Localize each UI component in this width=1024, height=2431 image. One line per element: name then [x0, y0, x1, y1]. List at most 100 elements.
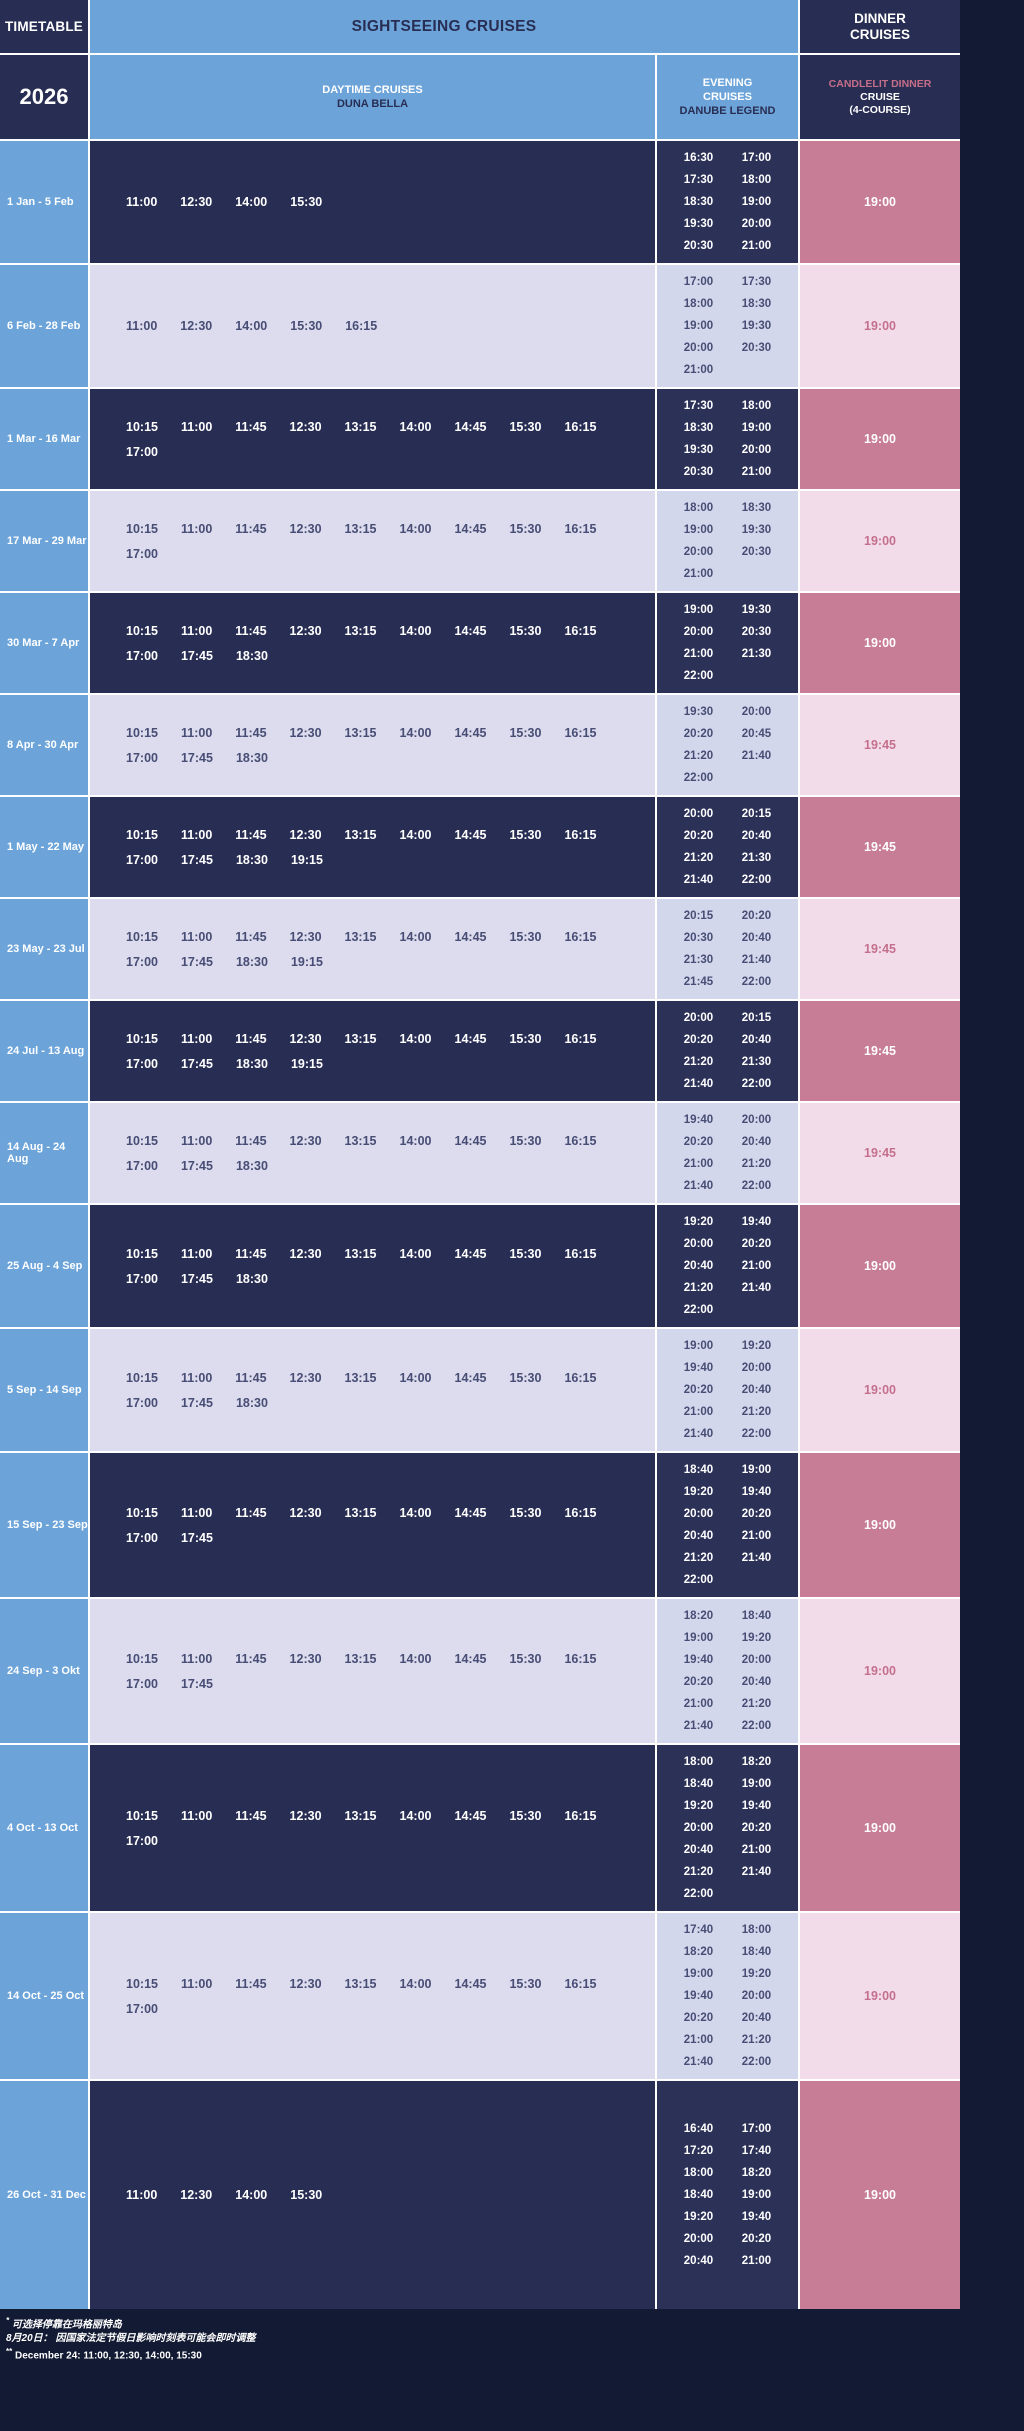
evening-time: 18:20	[683, 1610, 714, 1622]
daytime-time: 12:30	[289, 725, 322, 740]
evening-time-line: 16:40 17:00	[677, 2120, 779, 2138]
daytime-time: 17:45	[180, 1395, 213, 1410]
daytime-time: 12:30	[289, 1651, 322, 1666]
evening-time: 19:20	[741, 1968, 772, 1980]
daytime-time: 12:30	[289, 1246, 322, 1261]
evening-times: 18:00 18:30 19:00 19:30 20:00 20:30 21:00	[657, 491, 798, 591]
daytime-time: 15:30	[509, 419, 542, 434]
evening-time: 21:00	[741, 240, 772, 252]
daytime-time: 16:15	[564, 623, 597, 638]
daytime-time: 14:00	[399, 1651, 432, 1666]
daytime-time: 14:45	[454, 623, 487, 638]
evening-time: 21:20	[683, 1282, 714, 1294]
evening-time: 17:30	[683, 400, 714, 412]
dinner-time: 19:00	[800, 389, 960, 489]
daytime-time: 10:15	[126, 1651, 158, 1666]
daytime-times: 10:15 11:00 11:45 12:30 13:15 14:00 14:45 15:30…	[90, 389, 655, 489]
daytime-time: 11:45	[235, 1031, 267, 1046]
evening-time-line: 19:40 20:00	[677, 1651, 779, 1669]
evening-time: 21:40	[683, 2056, 714, 2068]
daytime-time: 14:45	[454, 1651, 487, 1666]
evening-time-line: 21:40 22:00	[677, 1177, 779, 1195]
daytime-time: 13:15	[344, 1808, 377, 1823]
evening-time: 22:00	[683, 1574, 714, 1586]
daytime-time: 10:15	[126, 929, 158, 944]
daytime-time: 13:15	[344, 929, 377, 944]
cruise-timetable: TIMETABLE SIGHTSEEING CRUISES DINNER CRU…	[0, 0, 960, 2309]
daytime-time: 11:00	[180, 1651, 213, 1666]
evening-time: 19:30	[741, 320, 772, 332]
evening-time-line: 21:40 22:00	[677, 1717, 779, 1735]
evening-time-line: 20:30 20:40	[677, 929, 779, 947]
daytime-time: 13:15	[344, 725, 377, 740]
dinner-time: 19:00	[800, 1329, 960, 1451]
daytime-time: 11:00	[126, 195, 158, 209]
footnote-text: 8月20日： 因国家法定节假日影响时刻表可能会即时调整	[6, 2332, 256, 2344]
daytime-time: 11:00	[180, 1808, 213, 1823]
evening-times: 16:30 17:00 17:30 18:00 18:30 19:00 19:30 20:00…	[657, 141, 798, 263]
evening-time-line: 19:00 19:20	[677, 1337, 779, 1355]
footnote-december-24: ** December 24: 11:00, 12:30, 14:00, 15:…	[6, 2345, 1024, 2363]
daytime-time: 16:15	[564, 1133, 597, 1148]
dinner-time: 19:45	[800, 1103, 960, 1203]
timetable-row: 26 Oct - 31 Dec 11:00 12:30 14:00 15:30 16:…	[0, 2081, 960, 2309]
daytime-time: 10:15	[126, 827, 158, 842]
daytime-time: 14:00	[399, 929, 432, 944]
daytime-time: 14:00	[399, 623, 432, 638]
evening-time: 21:40	[741, 1282, 772, 1294]
daytime-time: 10:15	[126, 1370, 158, 1385]
daytime-time: 14:45	[454, 419, 487, 434]
dinner-time: 19:45	[800, 695, 960, 795]
evening-time: 22:00	[683, 1888, 714, 1900]
daytime-times: 10:15 11:00 11:45 12:30 13:15 14:00 14:45 15:30…	[90, 695, 655, 795]
timetable-row: 25 Aug - 4 Sep 10:15 11:00 11:45 12:30 13:15…	[0, 1205, 960, 1327]
daytime-time: 13:15	[344, 1505, 377, 1520]
timetable-row: 5 Sep - 14 Sep 10:15 11:00 11:45 12:30 13:15…	[0, 1329, 960, 1451]
evening-time: 20:40	[741, 1384, 772, 1396]
evening-cruises-header: EVENING CRUISES DANUBE LEGEND	[657, 55, 798, 139]
daytime-time: 14:45	[454, 1246, 487, 1261]
daytime-time: 11:00	[180, 1370, 213, 1385]
evening-time: 20:00	[683, 626, 714, 638]
evening-time: 20:00	[741, 218, 772, 230]
daytime-time: 11:00	[126, 319, 158, 333]
daytime-time: 15:30	[509, 725, 542, 740]
daytime-time: 12:30	[289, 929, 322, 944]
evening-time: 20:40	[741, 830, 772, 842]
daytime-time: 14:45	[454, 521, 487, 536]
daytime-time: 16:15	[564, 1246, 597, 1261]
timetable-label-text: TIMETABLE	[4, 19, 84, 34]
evening-time: 20:20	[683, 728, 714, 740]
daytime-time: 17:00	[126, 954, 158, 969]
evening-time: 19:30	[683, 218, 714, 230]
evening-time-line: 21:00 21:20	[677, 1155, 779, 1173]
daytime-time: 13:15	[344, 521, 377, 536]
daytime-time: 14:45	[454, 1808, 487, 1823]
evening-time-line: 20:20 20:45	[677, 725, 779, 743]
evening-time: 19:30	[683, 444, 714, 456]
footnote-text: December 24: 11:00, 12:30, 14:00, 15:30	[15, 2350, 202, 2362]
evening-time-line: 20:00 20:15	[677, 1009, 779, 1027]
evening-time: 17:20	[683, 2145, 714, 2157]
dinner-time: 19:00	[800, 1745, 960, 1911]
evening-time: 19:00	[683, 604, 714, 616]
daytime-time: 17:45	[180, 1530, 213, 1545]
daytime-time: 18:30	[235, 750, 268, 765]
evening-time: 19:40	[683, 1654, 714, 1666]
dinner-time: 19:00	[800, 1913, 960, 2079]
daytime-time: 11:00	[180, 725, 213, 740]
evening-time-empty	[735, 565, 779, 583]
daytime-time: 15:30	[509, 827, 542, 842]
evening-time: 19:40	[741, 2211, 772, 2223]
evening-time-line: 19:30 20:00	[677, 703, 779, 721]
evening-time: 20:00	[741, 1362, 772, 1374]
daytime-time: 11:00	[180, 1133, 213, 1148]
evening-time-line: 20:30 21:00	[677, 463, 779, 481]
evening-time: 21:00	[683, 568, 714, 580]
daytime-time: 12:30	[289, 1370, 322, 1385]
date-range: 17 Mar - 29 Mar	[0, 491, 88, 591]
evening-time: 20:20	[683, 1136, 714, 1148]
daytime-time: 17:00	[126, 2001, 158, 2016]
evening-time: 22:00	[741, 1720, 772, 1732]
daytime-time: 10:15	[126, 623, 158, 638]
